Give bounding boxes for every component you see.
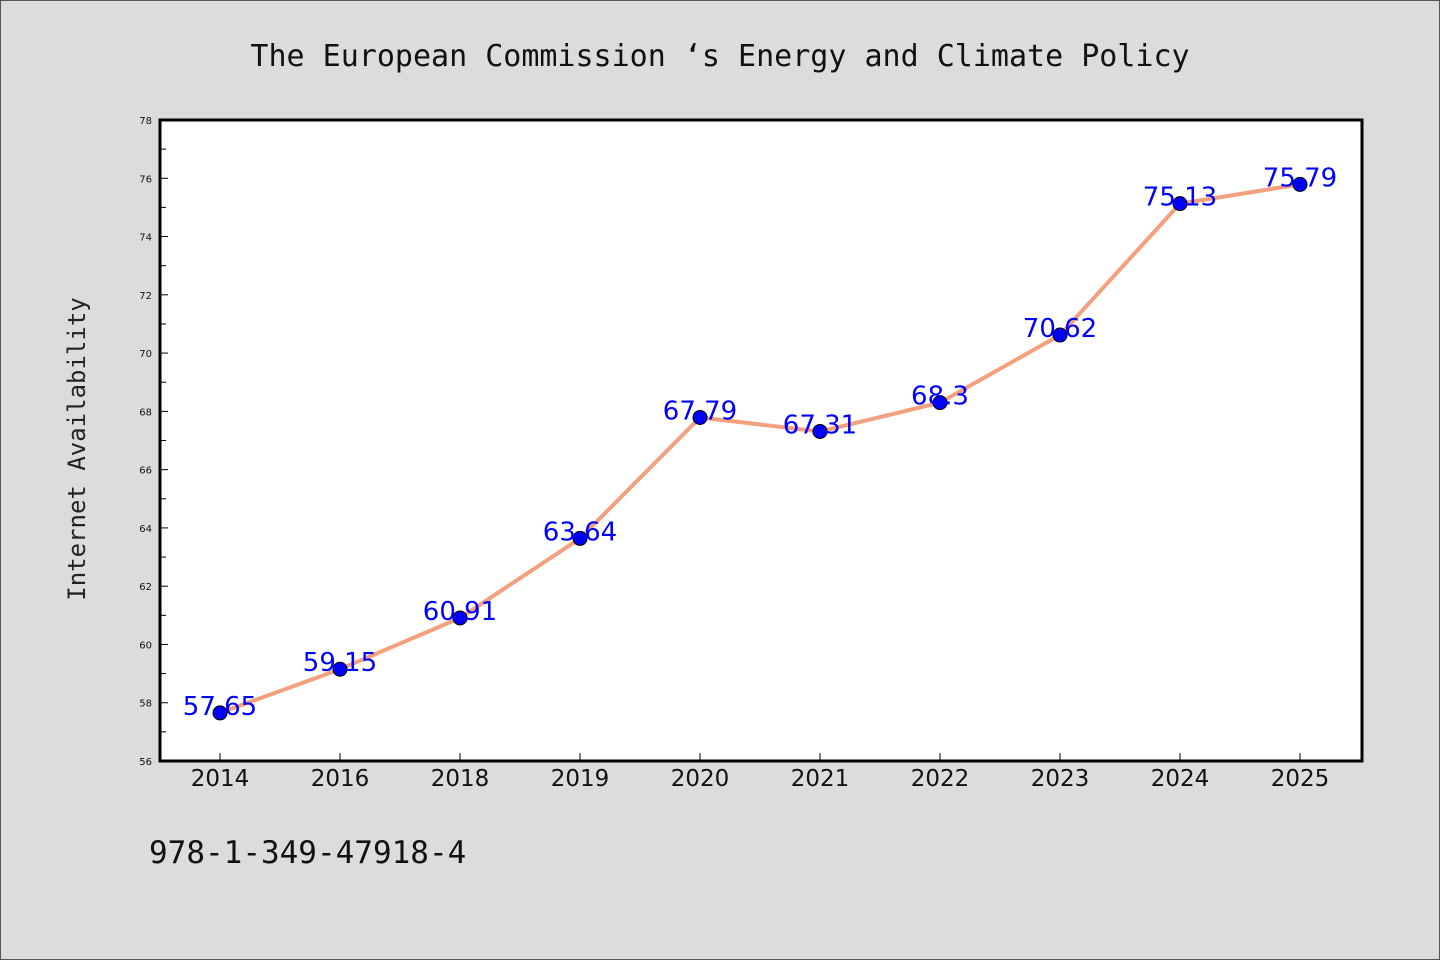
y-tick-label: 60 <box>139 640 152 651</box>
data-label: 67.31 <box>783 410 857 440</box>
x-tick-label: 2024 <box>1151 766 1210 792</box>
x-tick-label: 2021 <box>791 766 850 792</box>
y-tick-label: 62 <box>139 582 152 593</box>
chart-title: The European Commission ‘s Energy and Cl… <box>250 39 1190 74</box>
data-label: 57.65 <box>183 692 257 722</box>
x-tick-label: 2016 <box>311 766 370 792</box>
data-point <box>452 610 468 626</box>
x-tick-label: 2014 <box>191 766 250 792</box>
x-tick-label: 2018 <box>431 766 490 792</box>
x-tick-label: 2020 <box>671 766 730 792</box>
data-label: 75.79 <box>1263 163 1337 193</box>
y-tick-label: 78 <box>139 116 152 127</box>
y-tick-label: 56 <box>139 757 152 768</box>
y-tick-label: 66 <box>139 466 152 477</box>
data-point <box>1292 176 1308 192</box>
x-tick-label: 2023 <box>1031 766 1090 792</box>
data-label: 68.3 <box>911 382 969 412</box>
y-tick-label: 64 <box>139 524 152 535</box>
series-line <box>218 182 1302 715</box>
data-point <box>332 661 348 677</box>
y-tick-label: 68 <box>139 407 152 418</box>
data-point <box>932 395 948 411</box>
data-point <box>1172 196 1188 212</box>
data-point <box>212 705 228 721</box>
x-tick-label: 2022 <box>911 766 970 792</box>
data-label: 60.91 <box>423 597 497 627</box>
data-point <box>812 423 828 439</box>
x-tick-label: 2025 <box>1271 766 1330 792</box>
data-label: 75.13 <box>1143 183 1217 213</box>
y-tick-label: 72 <box>139 291 152 302</box>
y-tick-label: 76 <box>139 174 152 185</box>
plot-frame <box>158 118 1364 763</box>
data-point <box>1052 327 1068 343</box>
data-point <box>692 409 708 425</box>
y-tick-label: 70 <box>139 349 152 360</box>
data-label: 59.15 <box>303 648 377 678</box>
y-tick-label: 74 <box>139 233 152 244</box>
data-point <box>572 530 588 546</box>
x-tick-label: 2019 <box>551 766 610 792</box>
data-label: 63.64 <box>543 517 617 547</box>
data-label: 67.79 <box>663 396 737 426</box>
footer-code: 978-1-349-47918-4 <box>149 835 467 871</box>
y-tick-label: 58 <box>139 699 152 710</box>
data-label: 70.62 <box>1023 314 1097 344</box>
